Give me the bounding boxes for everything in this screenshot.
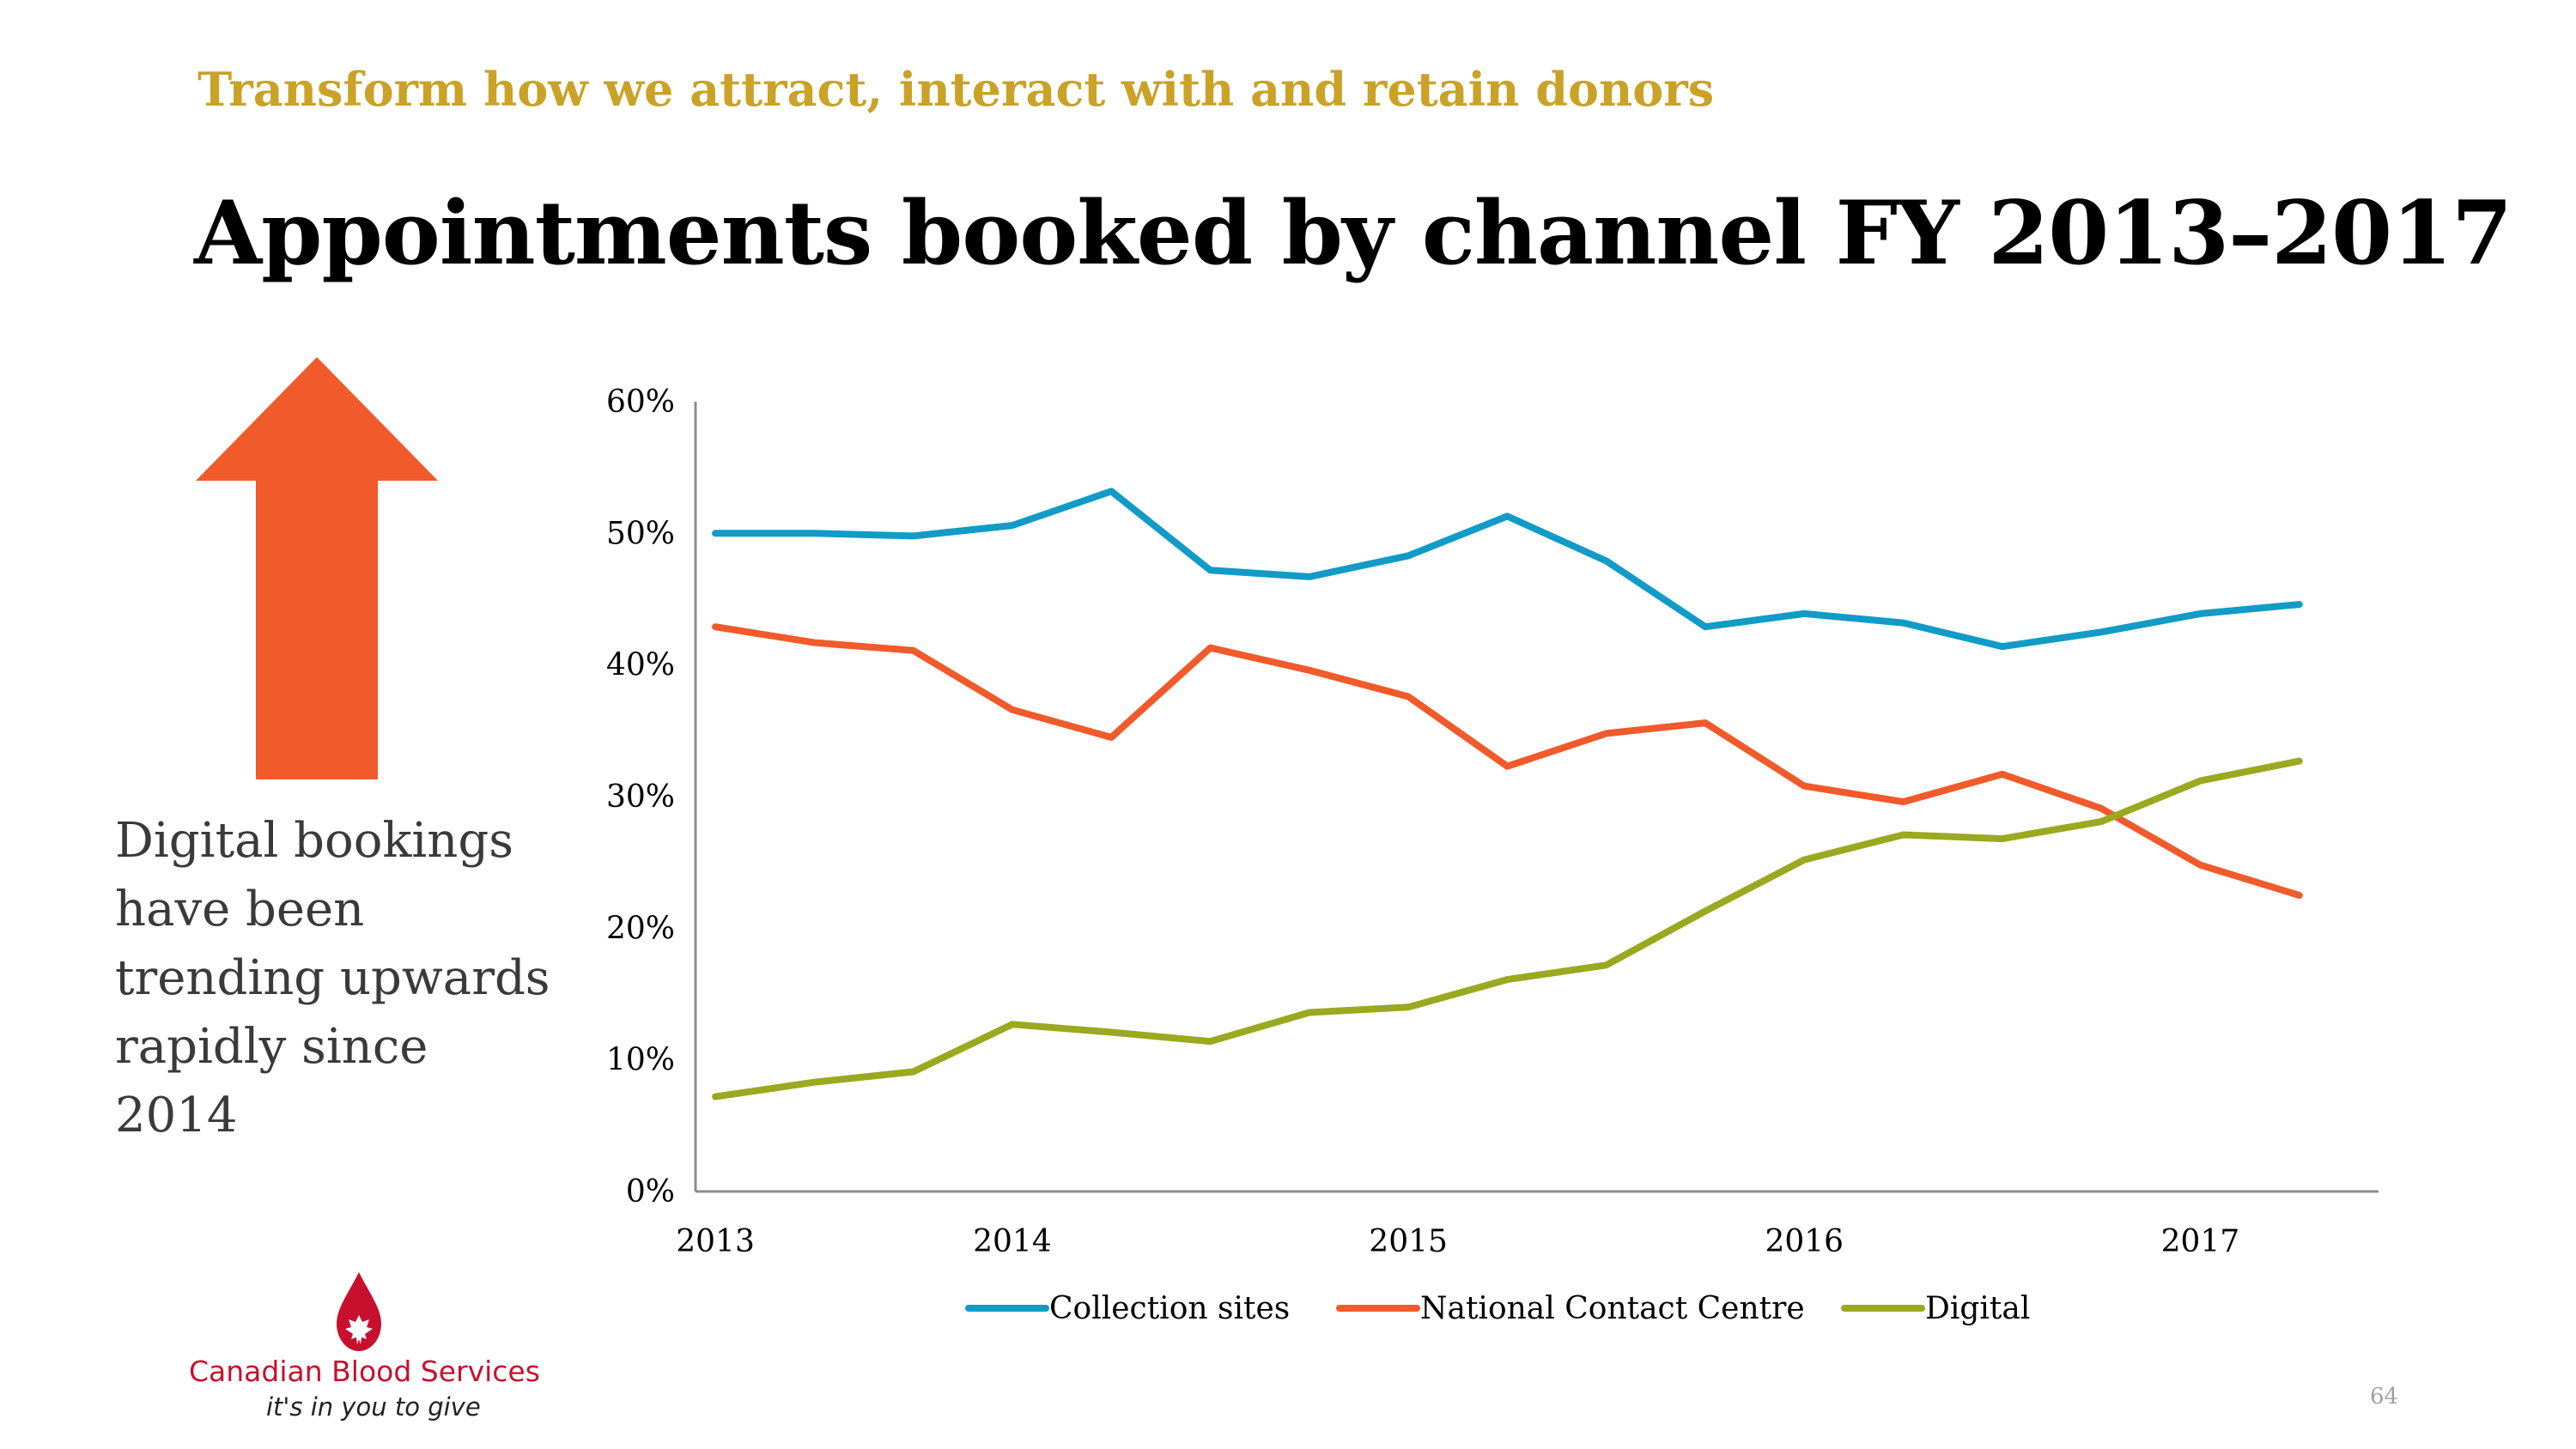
y-tick-label: 10% [606,1043,675,1078]
legend-label: Collection sites [1049,1291,1290,1326]
logo: Canadian Blood Services it's in you to g… [180,1270,541,1434]
page-number: 64 [2370,1384,2399,1410]
x-tick-label: 2015 [1369,1224,1448,1259]
series-line-national-contact-centre [712,623,2303,899]
x-tick-label: 2016 [1765,1224,1844,1259]
legend-label: National Contact Centre [1420,1291,1805,1326]
logo-tagline: it's in you to give [266,1392,481,1422]
blood-drop-icon [337,1272,381,1351]
x-tick-label: 2014 [973,1224,1052,1259]
logo-name: Canadian Blood Services [189,1355,540,1388]
x-tick-label: 2013 [676,1224,755,1259]
y-tick-label: 40% [606,648,675,683]
callout-text: Digital bookings have been trending upwa… [115,813,550,1143]
y-tick-label: 20% [606,911,675,946]
maple-leaf-icon [345,1315,373,1344]
y-tick-label: 30% [606,779,675,815]
up-arrow-icon [196,357,438,779]
slide-title: Appointments booked by channel FY 2013–2… [194,182,2512,285]
series-line-collection-sites [712,488,2303,651]
slide-kicker: Transform how we attract, interact with … [197,62,1715,117]
y-tick-label: 60% [606,385,675,420]
y-tick-label: 50% [606,516,675,551]
chart-legend: Collection sites National Contact Centre D… [965,1291,2030,1326]
x-tick-label: 2017 [2161,1224,2240,1259]
series-line-digital [712,757,2303,1100]
y-tick-label: 0% [626,1174,675,1210]
legend-label: Digital [1925,1291,2030,1326]
